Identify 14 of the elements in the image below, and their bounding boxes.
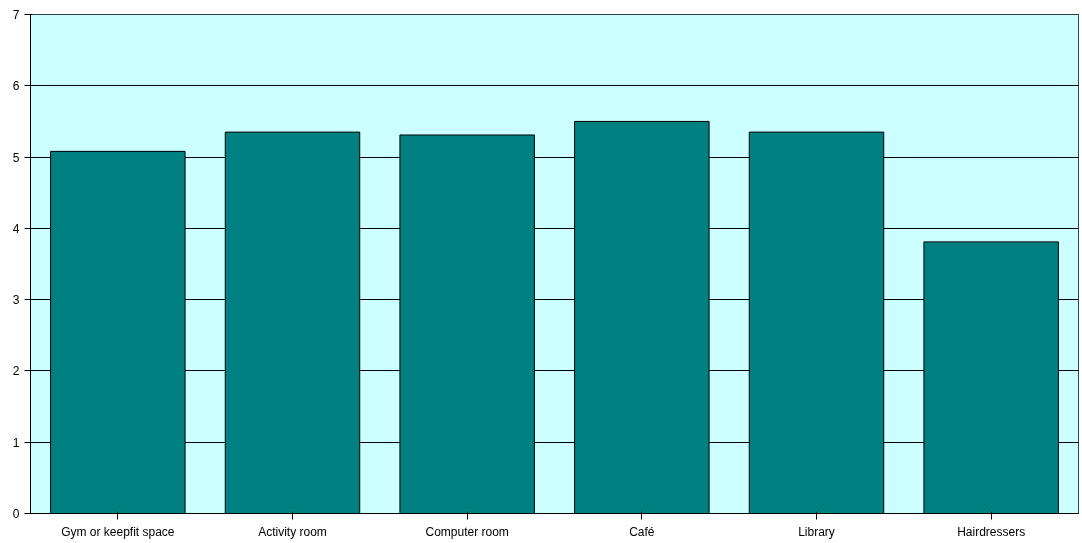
y-tick-label: 0 xyxy=(12,507,20,521)
y-tick-label: 5 xyxy=(12,150,20,165)
y-tick-label: 6 xyxy=(12,79,20,94)
x-tick-label: Activity room xyxy=(258,524,327,539)
x-tick-label: Library xyxy=(798,524,835,539)
x-tick-label: Café xyxy=(629,524,655,539)
x-tick-label: Computer room xyxy=(425,524,509,539)
x-tick-label: Gym or keepfit space xyxy=(61,524,175,539)
y-tick-label: 7 xyxy=(12,8,20,22)
y-tick-label: 3 xyxy=(12,293,20,308)
x-tick-label: Hairdressers xyxy=(957,524,1026,539)
y-tick-label: 4 xyxy=(12,221,20,236)
y-tick-label: 2 xyxy=(12,364,20,379)
y-tick-label: 1 xyxy=(12,435,20,450)
